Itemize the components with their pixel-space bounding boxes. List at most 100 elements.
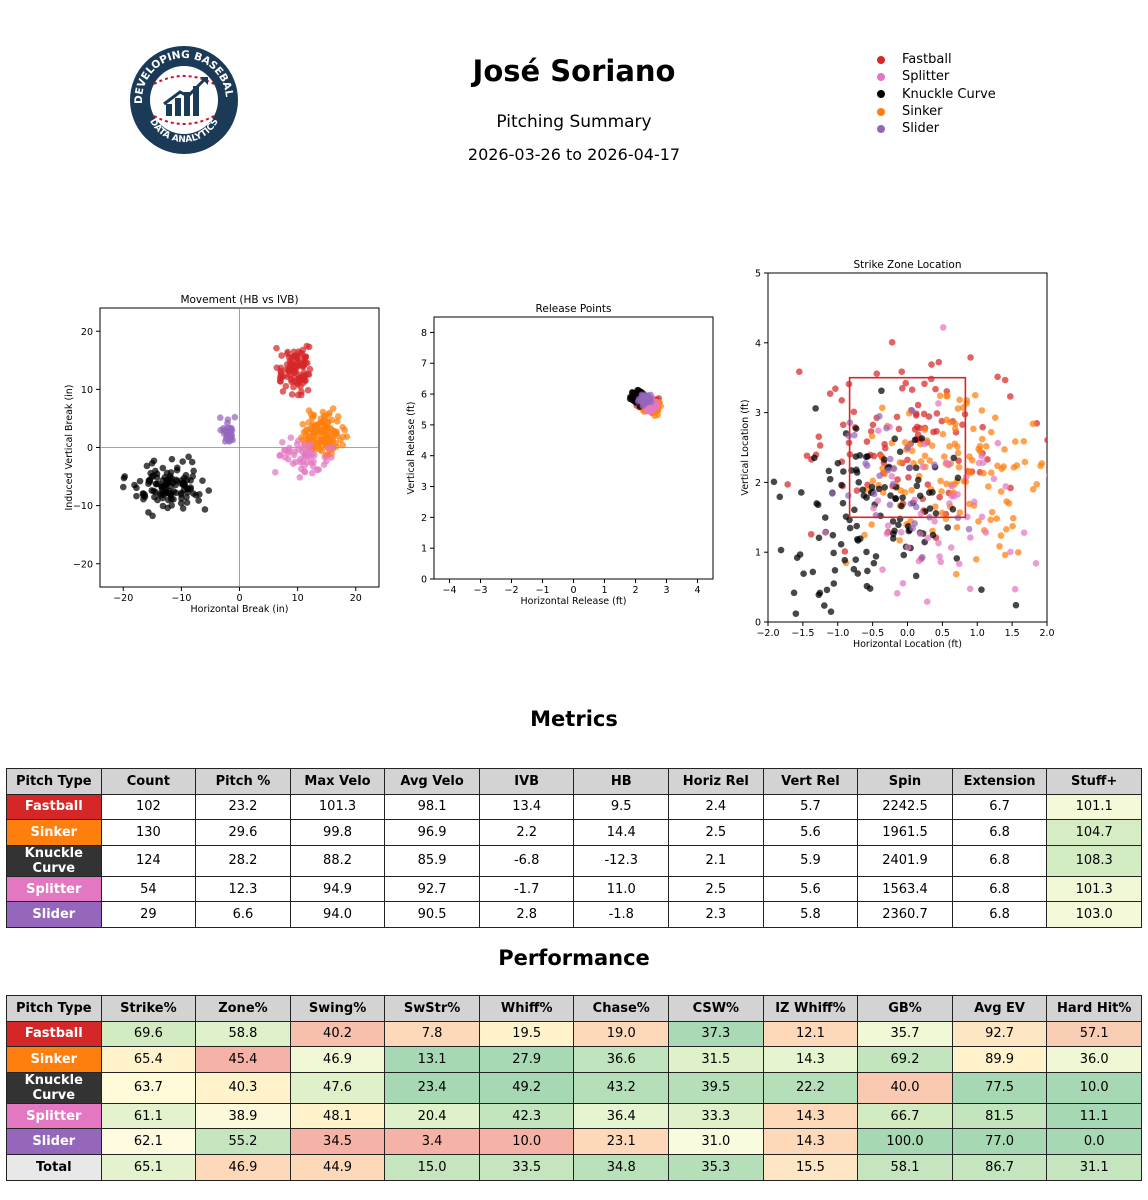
data-point bbox=[938, 488, 945, 495]
data-point bbox=[921, 424, 929, 432]
data-point bbox=[299, 448, 306, 455]
data-point bbox=[657, 403, 665, 410]
data-point bbox=[650, 402, 658, 410]
data-point bbox=[633, 391, 640, 399]
data-point bbox=[319, 437, 326, 445]
data-point bbox=[649, 401, 656, 408]
data-point bbox=[648, 409, 656, 417]
column-header: Extension bbox=[951, 768, 1048, 795]
data-point bbox=[896, 515, 904, 523]
table-cell: 42.3 bbox=[478, 1102, 575, 1130]
data-point bbox=[943, 388, 951, 395]
data-point bbox=[280, 446, 288, 454]
data-point bbox=[812, 451, 820, 459]
table-cell: 12.3 bbox=[195, 875, 291, 903]
data-point bbox=[646, 403, 654, 410]
table-cell: 37.3 bbox=[668, 1020, 764, 1048]
data-point bbox=[627, 393, 634, 401]
data-point bbox=[149, 512, 156, 520]
data-point bbox=[290, 360, 298, 368]
table-cell: 34.8 bbox=[573, 1153, 670, 1181]
data-point bbox=[307, 426, 314, 433]
table-cell: 2.5 bbox=[668, 819, 764, 846]
data-point bbox=[898, 368, 906, 376]
data-point bbox=[961, 410, 969, 418]
data-point bbox=[646, 400, 653, 407]
data-point bbox=[960, 477, 968, 485]
data-point bbox=[637, 389, 644, 396]
data-point bbox=[1020, 529, 1028, 536]
data-point bbox=[153, 474, 161, 481]
data-point bbox=[645, 403, 652, 410]
data-point bbox=[632, 398, 640, 406]
table-cell: 98.1 bbox=[384, 793, 480, 821]
data-point bbox=[300, 369, 308, 376]
data-point bbox=[646, 398, 654, 406]
data-point bbox=[647, 401, 655, 409]
data-point bbox=[1033, 420, 1041, 427]
data-point bbox=[838, 397, 846, 404]
data-point bbox=[630, 397, 637, 404]
data-point bbox=[859, 486, 867, 494]
data-point bbox=[318, 418, 326, 426]
data-point bbox=[864, 567, 871, 575]
data-point bbox=[889, 518, 897, 525]
data-point bbox=[919, 530, 927, 537]
data-point bbox=[853, 469, 861, 476]
table-cell: 94.0 bbox=[289, 901, 386, 928]
data-point bbox=[926, 505, 934, 512]
data-point bbox=[307, 410, 315, 418]
data-point bbox=[154, 496, 161, 504]
table-cell: 22.2 bbox=[762, 1071, 859, 1104]
points-group bbox=[770, 324, 1047, 617]
data-point bbox=[644, 403, 651, 411]
data-point bbox=[873, 370, 881, 377]
data-point bbox=[324, 436, 331, 443]
data-point bbox=[1003, 498, 1010, 505]
data-point bbox=[282, 447, 289, 454]
data-point bbox=[325, 411, 332, 418]
y-axis-label: Induced Vertical Break (in) bbox=[64, 384, 75, 510]
data-point bbox=[645, 397, 653, 405]
data-point bbox=[919, 553, 926, 561]
data-point bbox=[629, 390, 637, 398]
data-point bbox=[646, 394, 653, 402]
data-point bbox=[290, 369, 298, 376]
column-header: SwStr% bbox=[384, 995, 480, 1022]
table-cell: 23.1 bbox=[573, 1128, 670, 1155]
data-point bbox=[278, 374, 285, 381]
data-point bbox=[931, 461, 938, 469]
data-point bbox=[297, 458, 304, 466]
data-point bbox=[798, 489, 805, 496]
data-point bbox=[143, 462, 151, 470]
data-point bbox=[309, 437, 317, 445]
data-point bbox=[646, 402, 653, 409]
data-point bbox=[306, 445, 314, 453]
data-point bbox=[289, 364, 296, 371]
pitch-type-cell: Slider bbox=[6, 1128, 102, 1155]
data-point bbox=[909, 524, 916, 532]
pitch-type-cell: Fastball bbox=[6, 1020, 102, 1048]
table-cell: 27.9 bbox=[478, 1046, 575, 1073]
data-point bbox=[643, 398, 651, 406]
data-point bbox=[644, 407, 652, 414]
data-point bbox=[292, 368, 299, 376]
data-point bbox=[647, 399, 655, 407]
data-point bbox=[633, 396, 640, 403]
data-point bbox=[315, 439, 322, 446]
data-point bbox=[935, 539, 942, 547]
data-point bbox=[170, 488, 178, 495]
x-tick-label: −2 bbox=[504, 585, 518, 596]
data-point bbox=[316, 420, 324, 427]
data-point bbox=[318, 428, 326, 435]
data-point bbox=[643, 400, 651, 408]
data-point bbox=[636, 391, 643, 398]
data-point bbox=[644, 400, 652, 408]
table-cell: 20.4 bbox=[384, 1102, 480, 1130]
table-cell: 3.4 bbox=[384, 1128, 480, 1155]
data-point bbox=[225, 428, 232, 436]
data-point bbox=[322, 425, 329, 433]
data-point bbox=[656, 399, 663, 406]
data-point bbox=[639, 397, 646, 405]
data-point bbox=[875, 481, 882, 489]
